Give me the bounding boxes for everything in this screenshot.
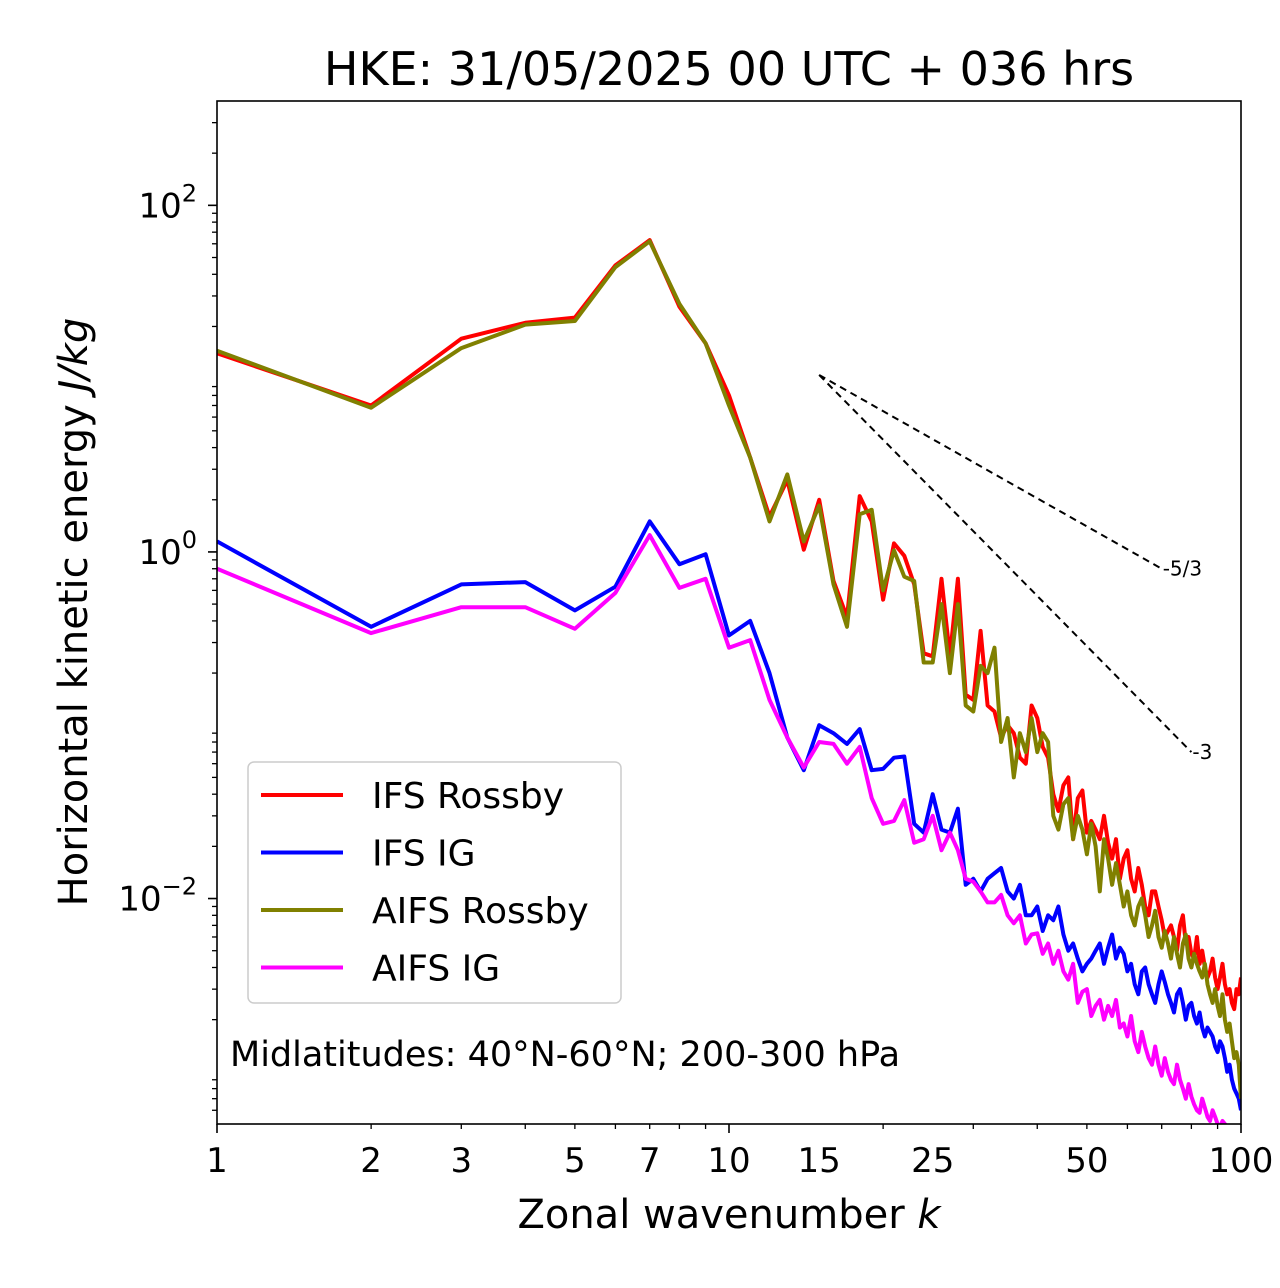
x-tick-label: 10 bbox=[707, 1141, 750, 1181]
legend-label-3: AIFS IG bbox=[372, 949, 500, 990]
x-axis-label: Zonal wavenumber k bbox=[517, 1192, 942, 1238]
reference-slope-labels: -5/3 -3 bbox=[1163, 557, 1213, 764]
y-tick-label: 10−2 bbox=[118, 873, 197, 920]
x-axis-ticks: 1 2 3 5 7 10 15 25 50 100 bbox=[206, 1124, 1273, 1181]
legend-label-2: AIFS Rossby bbox=[372, 891, 589, 932]
series-line-2 bbox=[217, 239, 1241, 1099]
x-tick-label: 25 bbox=[911, 1141, 954, 1181]
y-axis-ticks: 10−2 100 102 bbox=[118, 122, 217, 1111]
series-line-3 bbox=[217, 533, 1228, 1124]
legend: IFS Rossby IFS IG AIFS Rossby AIFS IG bbox=[247, 761, 622, 1004]
y-axis-label: Horizontal kinetic energy J/kg bbox=[51, 318, 97, 907]
reference-line-label-1: -3 bbox=[1192, 740, 1212, 764]
x-tick-label: 1 bbox=[206, 1141, 228, 1181]
x-tick-label: 2 bbox=[360, 1141, 382, 1181]
legend-box bbox=[247, 761, 622, 1004]
legend-label-1: IFS IG bbox=[372, 834, 476, 875]
reference-line-label-0: -5/3 bbox=[1163, 557, 1202, 581]
x-tick-label: 3 bbox=[450, 1141, 472, 1181]
reference-line-0 bbox=[818, 374, 1163, 570]
x-tick-label: 5 bbox=[564, 1141, 586, 1181]
x-tick-label: 100 bbox=[1209, 1141, 1274, 1181]
y-tick-label: 100 bbox=[138, 526, 197, 573]
series-lines bbox=[217, 238, 1241, 1124]
region-annotation: Midlatitudes: 40°N-60°N; 200-300 hPa bbox=[230, 1035, 900, 1075]
reference-slope-lines bbox=[818, 374, 1193, 753]
y-tick-label: 102 bbox=[138, 179, 197, 226]
x-tick-label: 7 bbox=[639, 1141, 661, 1181]
legend-label-0: IFS Rossby bbox=[372, 776, 564, 817]
reference-line-1 bbox=[818, 374, 1193, 753]
series-line-1 bbox=[217, 519, 1241, 1111]
x-tick-label: 15 bbox=[798, 1141, 841, 1181]
chart-title: HKE: 31/05/2025 00 UTC + 036 hrs bbox=[324, 42, 1134, 96]
x-tick-label: 50 bbox=[1065, 1141, 1108, 1181]
